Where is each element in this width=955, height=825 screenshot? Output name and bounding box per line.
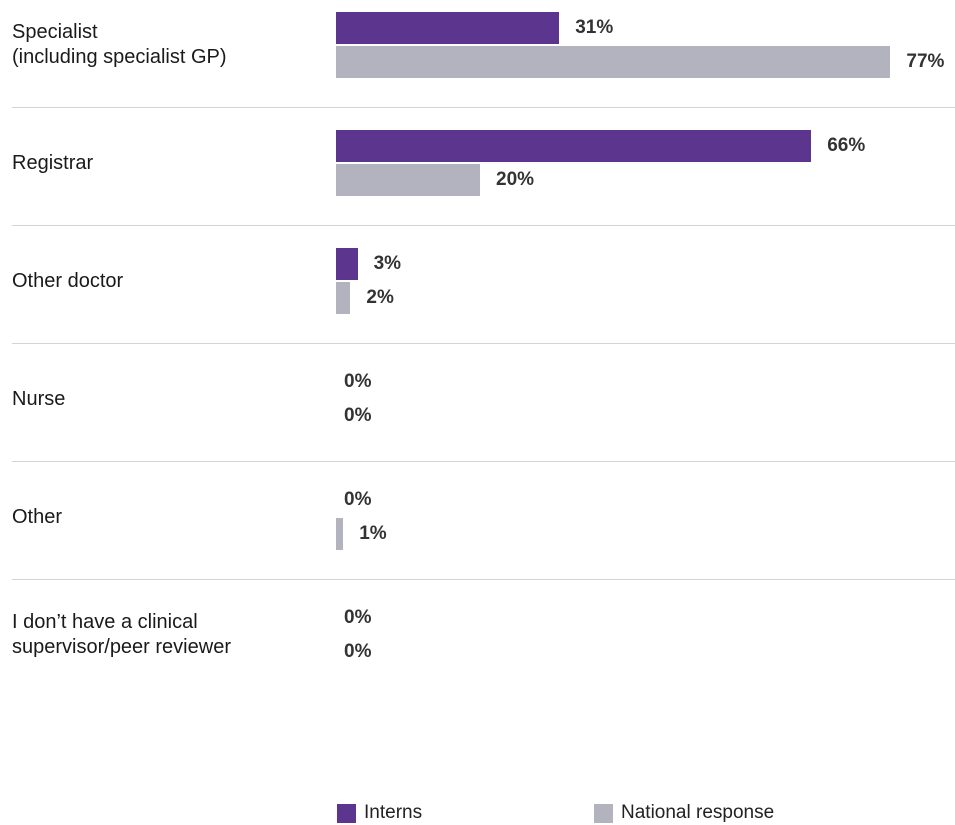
legend-label-national: National response xyxy=(621,802,775,823)
bar-chart: Specialist (including specialist GP) 31% 7… xyxy=(12,12,955,662)
bar-national xyxy=(336,282,351,314)
legend-swatch-interns xyxy=(337,803,356,823)
bar-interns xyxy=(336,12,560,44)
value-label: 2% xyxy=(366,287,394,308)
legend-swatch-national xyxy=(594,803,613,823)
row-divider xyxy=(12,225,955,226)
category-label: Specialist (including specialist GP) xyxy=(12,21,227,68)
row-divider xyxy=(12,461,955,462)
bar-interns xyxy=(336,130,812,162)
value-label: 31% xyxy=(575,17,614,38)
category-label: Nurse xyxy=(12,387,66,410)
row-divider xyxy=(12,343,955,344)
value-label: 0% xyxy=(344,371,372,392)
value-label: 0% xyxy=(344,607,372,628)
category-label: Other xyxy=(12,505,63,528)
value-label: 20% xyxy=(496,169,535,190)
value-label: 1% xyxy=(359,523,387,544)
legend-item-interns: Interns xyxy=(337,801,422,825)
row-divider xyxy=(12,107,955,108)
bar-national xyxy=(336,518,344,550)
category-label: Other doctor xyxy=(12,269,124,292)
value-label: 3% xyxy=(373,253,402,274)
category-label: I don’t have a clinical supervisor/peer … xyxy=(12,611,231,658)
bar-national xyxy=(336,46,891,78)
legend-item-national: National response xyxy=(594,801,774,825)
legend-label-interns: Interns xyxy=(364,802,423,823)
value-label: 66% xyxy=(827,135,866,156)
bar-interns xyxy=(336,248,358,280)
category-label: Registrar xyxy=(12,151,94,174)
value-label: 77% xyxy=(906,51,945,72)
bar-national xyxy=(336,164,480,196)
value-label: 0% xyxy=(344,641,372,662)
value-label: 0% xyxy=(344,405,372,426)
row-divider xyxy=(12,579,955,580)
value-label: 0% xyxy=(344,489,372,510)
